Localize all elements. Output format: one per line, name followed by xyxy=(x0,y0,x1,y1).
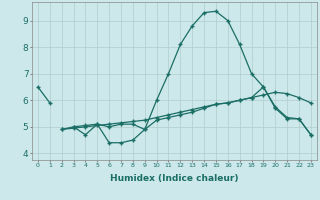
X-axis label: Humidex (Indice chaleur): Humidex (Indice chaleur) xyxy=(110,174,239,183)
